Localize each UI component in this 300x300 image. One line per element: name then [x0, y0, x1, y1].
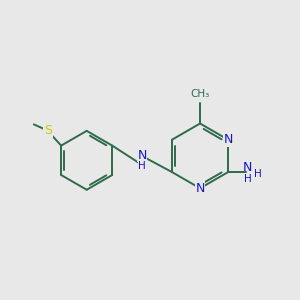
Text: N: N	[224, 133, 233, 146]
Text: H: H	[244, 174, 252, 184]
Text: CH₃: CH₃	[190, 89, 210, 99]
Text: N: N	[243, 161, 253, 174]
Text: N: N	[137, 148, 147, 161]
Text: N: N	[195, 182, 205, 195]
Text: S: S	[44, 124, 52, 137]
Text: H: H	[254, 169, 261, 178]
Text: H: H	[138, 161, 146, 171]
